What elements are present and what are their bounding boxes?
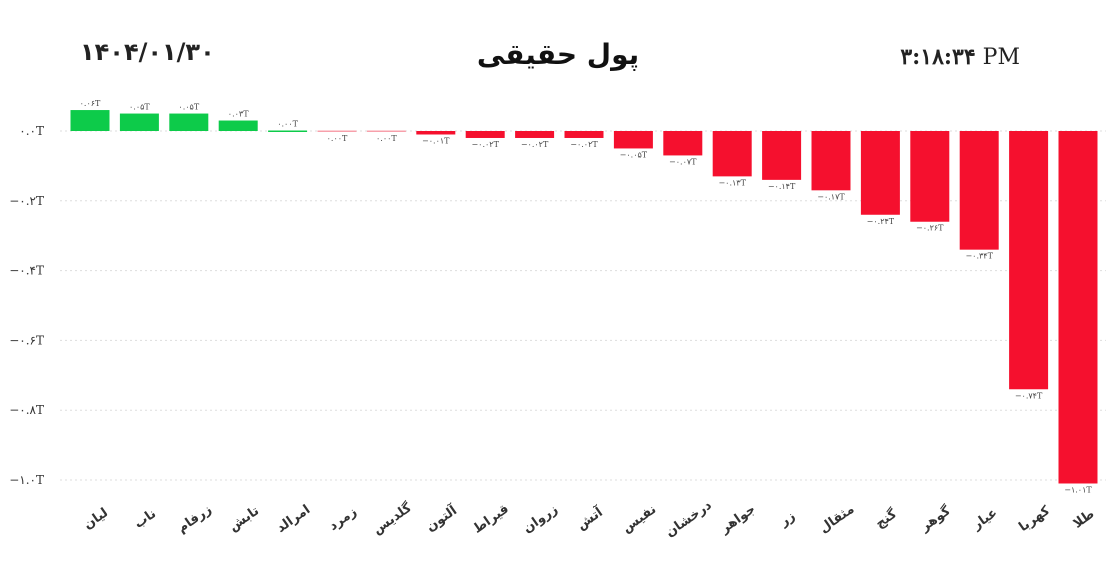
bar (613, 131, 653, 149)
category-label: گلدیس (370, 499, 415, 537)
bar (218, 120, 258, 131)
data-label: ۰.۰۰T (327, 134, 348, 143)
category-label: نفیس (620, 502, 660, 536)
bar (811, 131, 851, 191)
data-label: −۰.۰۵T (620, 150, 648, 159)
y-tick-label: −۰.۲T (9, 194, 44, 208)
data-label: ۰.۰۰T (376, 134, 397, 143)
data-label: −۰.۲۴T (867, 217, 895, 226)
bar (1009, 131, 1049, 390)
y-tick-label: −۰.۶T (9, 333, 44, 347)
data-label: −۰.۳۴T (965, 252, 993, 261)
bar (366, 130, 406, 132)
y-tick-label: ۰.۰T (19, 124, 44, 138)
time-value: ۳:۱۸:۳۴ (900, 44, 976, 70)
category-label: قیراط (471, 502, 512, 537)
data-label: −۰.۱۳T (718, 178, 746, 187)
category-label: جواهر (717, 502, 758, 537)
category-labels: لیان ناب زرفام تابش امرالد زمرد گلدیس آلتون قیرا… (81, 498, 1097, 541)
time-label: ۳:۱۸:۳۴ PM (900, 44, 1020, 70)
data-label: ۰.۰۰T (277, 120, 298, 129)
data-label: −۰.۰۷T (669, 157, 697, 166)
bar (564, 131, 604, 138)
time-ampm: PM (982, 45, 1020, 70)
bar (465, 131, 505, 138)
category-label: زر (776, 509, 798, 530)
bar (712, 131, 752, 177)
bar (317, 130, 357, 132)
category-label: گنج (872, 506, 900, 532)
category-label: عیار (969, 505, 1000, 533)
chart-title: پول حقیقی (476, 38, 640, 71)
category-label: امرالد (274, 502, 313, 536)
bar (515, 131, 555, 138)
bar (169, 113, 209, 131)
bar (70, 110, 110, 131)
category-label: تابش (226, 504, 262, 535)
data-label: ۰.۰۵T (129, 103, 150, 112)
category-label: زرفام (175, 502, 215, 536)
category-label: درخشان (663, 498, 715, 541)
data-labels: ۰.۰۶T ۰.۰۵T ۰.۰۵T ۰.۰۳T ۰.۰۰T ۰.۰۰T ۰.۰۰T −۰.۰۱… (80, 99, 1093, 494)
bar (959, 131, 999, 250)
bar (860, 131, 900, 215)
category-label: آلتون (422, 501, 460, 535)
bar (1058, 131, 1098, 484)
data-label: −۰.۱۴T (768, 182, 796, 191)
bar (268, 130, 308, 132)
data-label: −۰.۰۲T (471, 140, 499, 149)
data-label: −۱.۰۱T (1064, 485, 1092, 494)
data-label: −۰.۰۱T (422, 136, 450, 145)
category-label: آتش (573, 503, 606, 533)
category-label: ناب (132, 506, 159, 531)
category-label: زروان (520, 502, 560, 536)
category-label: گوهر (917, 503, 954, 536)
data-label: ۰.۰۵T (178, 103, 199, 112)
bars (70, 110, 1098, 484)
bar (663, 131, 703, 156)
data-label: −۰.۰۲T (570, 140, 598, 149)
bar (119, 113, 159, 131)
y-axis-ticks: ۰.۰T −۰.۲T −۰.۴T −۰.۶T −۰.۸T −۱.۰T (9, 124, 44, 487)
date-label: ۱۴۰۴/۰۱/۳۰ (80, 38, 215, 66)
y-tick-label: −۱.۰T (9, 473, 44, 487)
category-label: طلا (1071, 507, 1098, 532)
data-label: −۰.۰۲T (521, 140, 549, 149)
category-label: زمرد (326, 504, 359, 534)
data-label: −۰.۱۷T (817, 192, 845, 201)
category-label: لیان (81, 505, 111, 532)
data-label: ۰.۰۶T (80, 99, 101, 108)
category-label: کهربا (1016, 503, 1053, 535)
category-label: مثقال (817, 502, 857, 537)
y-tick-label: −۰.۴T (9, 264, 44, 278)
data-label: −۰.۷۴T (1015, 391, 1043, 400)
bar (416, 131, 456, 135)
y-tick-label: −۰.۸T (9, 403, 44, 417)
data-label: −۰.۲۶T (916, 224, 944, 233)
bar (910, 131, 950, 222)
bar (762, 131, 802, 180)
data-label: ۰.۰۳T (228, 110, 249, 119)
